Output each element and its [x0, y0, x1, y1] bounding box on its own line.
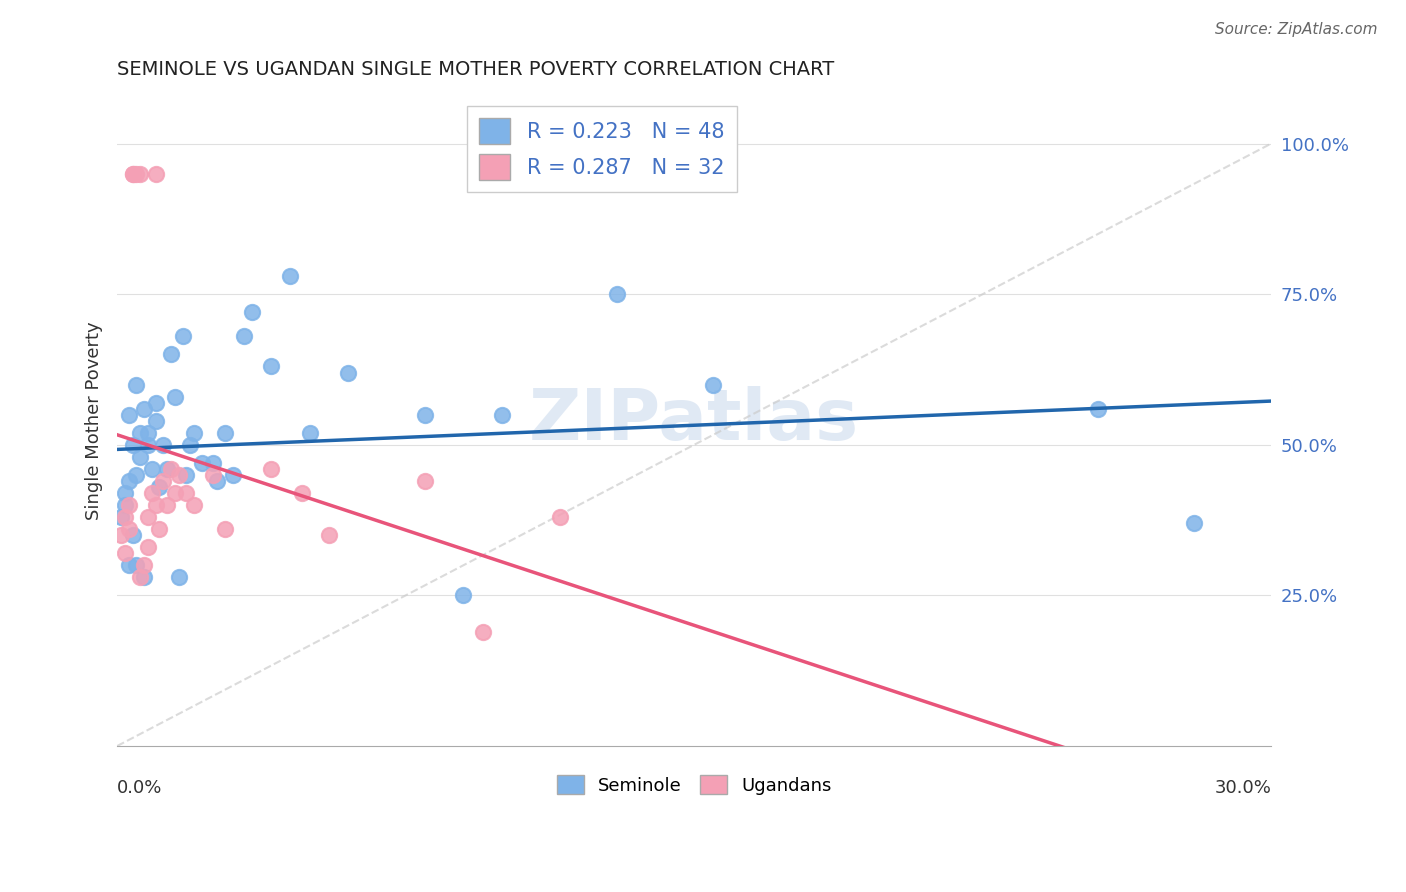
Point: [148, 522, 170, 536]
Point: [141, 462, 163, 476]
Text: 0.0%: 0.0%: [117, 779, 163, 797]
Point: [145, 395, 167, 409]
Point: [214, 425, 236, 440]
Point: [202, 456, 225, 470]
Point: [145, 167, 167, 181]
Point: [260, 462, 283, 476]
Point: [548, 510, 571, 524]
Point: [121, 528, 143, 542]
Point: [163, 486, 186, 500]
Point: [118, 558, 141, 573]
Point: [191, 456, 214, 470]
Point: [179, 438, 201, 452]
Point: [110, 528, 132, 542]
Point: [118, 498, 141, 512]
Point: [121, 438, 143, 452]
Point: [167, 467, 190, 482]
Point: [125, 167, 148, 181]
Point: [298, 425, 321, 440]
Point: [114, 510, 136, 524]
Point: [176, 486, 198, 500]
Point: [413, 408, 436, 422]
Point: [129, 450, 152, 464]
Point: [202, 467, 225, 482]
Point: [145, 498, 167, 512]
Point: [125, 377, 148, 392]
Point: [167, 570, 190, 584]
Point: [118, 474, 141, 488]
Point: [132, 570, 155, 584]
Point: [606, 287, 628, 301]
Point: [136, 540, 159, 554]
Point: [152, 474, 174, 488]
Point: [118, 408, 141, 422]
Point: [114, 546, 136, 560]
Point: [125, 467, 148, 482]
Point: [471, 624, 494, 639]
Text: Source: ZipAtlas.com: Source: ZipAtlas.com: [1215, 22, 1378, 37]
Point: [183, 498, 205, 512]
Point: [336, 366, 359, 380]
Point: [121, 167, 143, 181]
Point: [156, 498, 179, 512]
Point: [152, 438, 174, 452]
Point: [132, 558, 155, 573]
Point: [156, 462, 179, 476]
Point: [163, 390, 186, 404]
Text: SEMINOLE VS UGANDAN SINGLE MOTHER POVERTY CORRELATION CHART: SEMINOLE VS UGANDAN SINGLE MOTHER POVERT…: [117, 60, 834, 78]
Point: [260, 359, 283, 374]
Point: [240, 305, 263, 319]
Point: [145, 414, 167, 428]
Point: [291, 486, 314, 500]
Point: [125, 558, 148, 573]
Point: [278, 269, 301, 284]
Point: [205, 474, 228, 488]
Point: [129, 167, 152, 181]
Point: [136, 425, 159, 440]
Point: [413, 474, 436, 488]
Point: [491, 408, 513, 422]
Y-axis label: Single Mother Poverty: Single Mother Poverty: [86, 321, 103, 520]
Point: [136, 438, 159, 452]
Point: [148, 480, 170, 494]
Point: [132, 401, 155, 416]
Point: [1087, 401, 1109, 416]
Point: [233, 329, 256, 343]
Point: [114, 486, 136, 500]
Point: [702, 377, 724, 392]
Point: [129, 570, 152, 584]
Point: [176, 467, 198, 482]
Point: [172, 329, 194, 343]
Legend: Seminole, Ugandans: Seminole, Ugandans: [550, 768, 839, 802]
Point: [453, 588, 475, 602]
Point: [110, 510, 132, 524]
Point: [221, 467, 243, 482]
Point: [318, 528, 340, 542]
Point: [160, 347, 183, 361]
Point: [118, 522, 141, 536]
Point: [136, 510, 159, 524]
Point: [114, 498, 136, 512]
Point: [160, 462, 183, 476]
Point: [121, 167, 143, 181]
Point: [129, 425, 152, 440]
Point: [183, 425, 205, 440]
Text: ZIPatlas: ZIPatlas: [529, 386, 859, 455]
Point: [141, 486, 163, 500]
Text: 30.0%: 30.0%: [1215, 779, 1271, 797]
Point: [214, 522, 236, 536]
Point: [1182, 516, 1205, 530]
